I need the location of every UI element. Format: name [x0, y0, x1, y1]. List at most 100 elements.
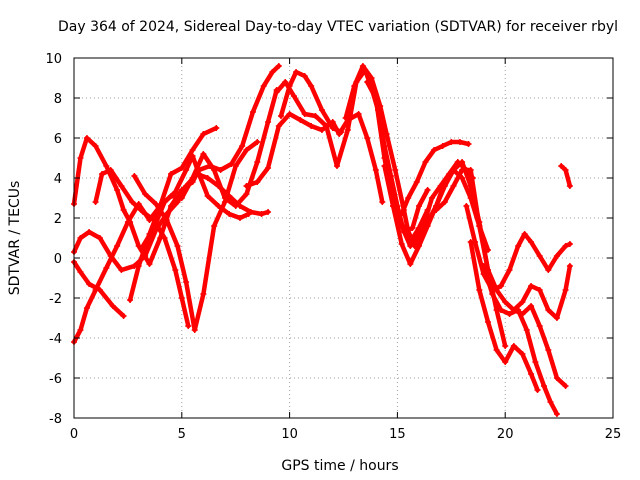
data-point-marker: [277, 113, 284, 119]
data-point-marker: [372, 95, 379, 101]
data-point-marker: [536, 287, 543, 293]
data-point-marker: [161, 235, 168, 241]
data-point-marker: [129, 199, 136, 205]
data-point-marker: [196, 171, 203, 177]
data-point-marker: [420, 223, 427, 229]
data-point-marker: [103, 163, 110, 169]
data-point-marker: [215, 203, 222, 209]
series-trace: [71, 63, 282, 267]
data-point-marker: [92, 287, 99, 293]
data-point-marker: [83, 305, 90, 311]
data-point-marker: [254, 179, 261, 185]
y-tick-label: -8: [49, 412, 62, 427]
data-point-marker: [467, 167, 474, 173]
series-sat-10: [277, 69, 345, 135]
y-tick-label: 2: [54, 212, 62, 227]
data-point-marker: [459, 167, 466, 173]
axis-ticks: 0 5 10 15 20 25 -8 -6 -4 -2 0 2 4 6 8 10: [45, 52, 621, 442]
data-point-marker: [411, 243, 418, 249]
series-trace: [127, 87, 279, 303]
data-point-marker: [135, 263, 142, 269]
data-point-marker: [243, 183, 250, 189]
data-point-marker: [448, 139, 455, 145]
data-point-marker: [189, 153, 196, 159]
data-point-marker: [127, 297, 134, 303]
data-point-marker: [243, 191, 250, 197]
data-point-marker: [497, 307, 504, 313]
data-point-marker: [99, 171, 106, 177]
series-trace: [71, 259, 126, 319]
data-point-marker: [536, 323, 543, 329]
data-point-marker: [553, 375, 560, 381]
data-point-marker: [528, 283, 535, 289]
data-point-marker: [232, 163, 239, 169]
data-point-marker: [131, 173, 138, 179]
data-point-marker: [204, 175, 211, 181]
data-point-marker: [566, 183, 573, 189]
data-point-marker: [120, 207, 127, 213]
y-tick-label: 6: [54, 132, 62, 147]
y-tick-label: -6: [49, 372, 62, 387]
data-point-marker: [249, 109, 256, 115]
data-point-marker: [558, 163, 565, 169]
data-point-marker: [185, 323, 192, 329]
series-trace: [511, 263, 573, 321]
data-point-marker: [139, 209, 146, 215]
data-point-marker: [437, 183, 444, 189]
data-point-marker: [528, 239, 535, 245]
data-point-marker: [338, 129, 345, 135]
data-point-marker: [118, 183, 125, 189]
x-tick-label: 10: [281, 427, 298, 442]
data-point-marker: [103, 265, 110, 271]
series-sat-22: [558, 163, 573, 189]
data-point-marker: [86, 281, 93, 287]
data-point-marker: [297, 117, 304, 123]
data-point-marker: [454, 159, 461, 165]
plot-frame: [73, 57, 614, 419]
data-point-marker: [368, 75, 375, 81]
data-point-marker: [228, 161, 235, 167]
data-series: [71, 63, 573, 417]
data-point-marker: [407, 261, 414, 267]
y-tick-label: 0: [54, 252, 62, 267]
data-point-marker: [403, 223, 410, 229]
x-tick-label: 15: [389, 427, 406, 442]
data-point-marker: [172, 267, 179, 273]
data-point-marker: [413, 179, 420, 185]
data-point-marker: [178, 195, 185, 201]
data-point-marker: [282, 79, 289, 85]
data-point-marker: [226, 211, 233, 217]
data-point-marker: [174, 199, 181, 205]
data-point-marker: [519, 299, 526, 305]
data-point-marker: [312, 113, 319, 119]
data-point-marker: [150, 225, 157, 231]
data-point-marker: [329, 125, 336, 131]
data-point-marker: [536, 253, 543, 259]
data-point-marker: [189, 175, 196, 181]
data-point-marker: [254, 139, 261, 145]
data-point-marker: [433, 207, 440, 213]
data-point-marker: [390, 203, 397, 209]
series-sat-16: [398, 139, 472, 217]
series-sat-01: [71, 63, 282, 267]
data-point-marker: [142, 191, 149, 197]
y-tick-label: -4: [49, 332, 62, 347]
data-point-marker: [293, 69, 300, 75]
data-point-marker: [450, 183, 457, 189]
x-axis-label: GPS time / hours: [281, 458, 398, 474]
data-point-marker: [146, 261, 153, 267]
data-point-marker: [217, 167, 224, 173]
data-point-marker: [92, 199, 99, 205]
data-point-marker: [521, 231, 528, 237]
data-point-marker: [409, 225, 416, 231]
data-point-marker: [286, 111, 293, 117]
data-point-marker: [275, 63, 282, 69]
series-trace: [433, 167, 568, 389]
data-point-marker: [200, 151, 207, 157]
data-point-marker: [566, 263, 573, 269]
data-point-marker: [107, 167, 114, 173]
data-point-marker: [566, 241, 573, 247]
data-point-marker: [528, 303, 535, 309]
data-point-marker: [502, 359, 509, 365]
x-tick-label: 25: [605, 427, 622, 442]
